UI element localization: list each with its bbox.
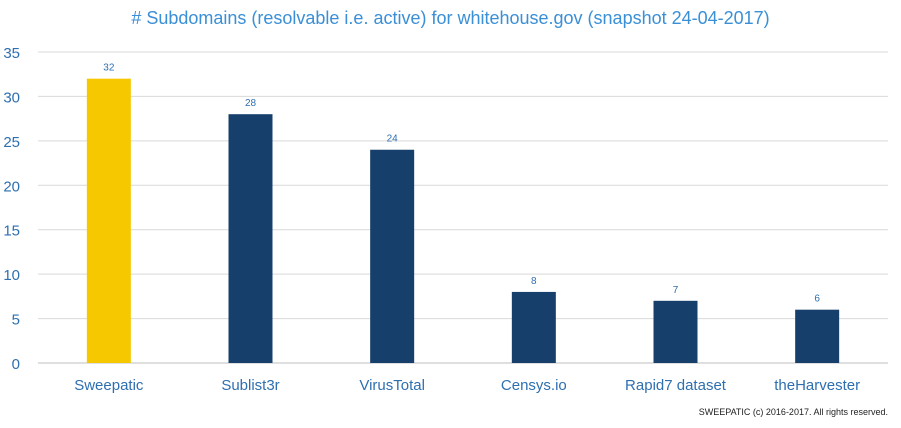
y-tick-label: 10 [3, 267, 20, 284]
data-label: 8 [531, 276, 537, 287]
data-label: 32 [103, 63, 115, 74]
data-label: 6 [814, 294, 820, 305]
bar [228, 114, 273, 363]
y-tick-label: 30 [3, 89, 20, 106]
x-tick-label: Sweepatic [74, 377, 144, 394]
x-tick-label: theHarvester [774, 377, 860, 394]
bar [653, 300, 698, 363]
y-tick-label: 35 [3, 45, 20, 62]
bar [370, 149, 415, 363]
bar [795, 309, 840, 363]
bar [86, 78, 131, 364]
y-tick-label: 15 [3, 223, 20, 240]
x-tick-label: Sublist3r [221, 377, 279, 394]
chart-title: # Subdomains (resolvable i.e. active) fo… [131, 8, 770, 28]
data-label: 24 [387, 134, 399, 145]
y-tick-label: 0 [12, 356, 20, 373]
y-tick-label: 20 [3, 178, 20, 195]
x-tick-label: Censys.io [501, 377, 567, 394]
y-tick-label: 25 [3, 134, 20, 151]
y-tick-label: 5 [12, 312, 20, 329]
data-label: 28 [245, 98, 257, 109]
copyright-note: SWEEPATIC (c) 2016-2017. All rights rese… [698, 407, 888, 417]
data-label: 7 [673, 285, 679, 296]
bar [511, 291, 556, 363]
x-tick-label: Rapid7 dataset [625, 377, 727, 394]
x-tick-label: VirusTotal [359, 377, 425, 394]
